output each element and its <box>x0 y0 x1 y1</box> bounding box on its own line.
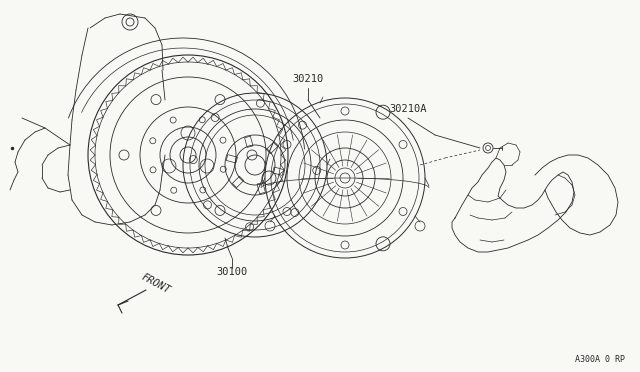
Text: 30210: 30210 <box>292 74 324 84</box>
Text: 30210A: 30210A <box>389 104 427 114</box>
Bar <box>244 136 253 147</box>
Bar <box>273 167 284 176</box>
Text: A300A 0 RP: A300A 0 RP <box>575 355 625 364</box>
Bar <box>226 155 237 163</box>
Text: FRONT: FRONT <box>140 272 172 295</box>
Bar <box>232 176 244 187</box>
Bar <box>257 183 266 194</box>
Bar <box>266 142 278 154</box>
Text: 30100: 30100 <box>216 267 248 277</box>
